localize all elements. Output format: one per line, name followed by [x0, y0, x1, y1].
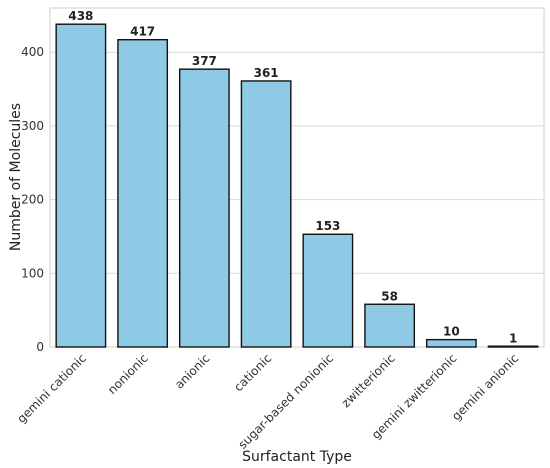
- x-tick-label: cationic: [231, 351, 274, 394]
- plot-frame: [49, 7, 545, 348]
- data-label: 1: [509, 331, 517, 345]
- bar: [364, 303, 416, 348]
- bar: [425, 338, 477, 348]
- bar: [55, 23, 107, 348]
- data-label: 377: [192, 54, 217, 68]
- data-label: 361: [254, 66, 279, 80]
- bars: [55, 23, 539, 348]
- y-axis-ticks: 0 100 200 300 400: [21, 45, 44, 354]
- data-label: 58: [381, 289, 398, 303]
- data-label: 153: [315, 219, 340, 233]
- x-tick-label: gemini anionic: [449, 351, 521, 423]
- data-label: 10: [443, 325, 460, 339]
- bar: [240, 80, 292, 348]
- bar: [178, 68, 230, 348]
- y-tick-label: 300: [21, 119, 44, 133]
- x-tick-label: anionic: [172, 351, 212, 391]
- value-labels: 438 417 377 361 153 58 10 1: [68, 9, 517, 345]
- bar: [117, 38, 169, 348]
- y-tick-label: 200: [21, 193, 44, 207]
- y-tick-label: 0: [36, 340, 44, 354]
- bar: [302, 233, 354, 348]
- x-tick-label: zwitterionic: [339, 351, 398, 410]
- y-tick-label: 100: [21, 266, 44, 280]
- x-tick-label: gemini cationic: [14, 351, 89, 426]
- y-tick-label: 400: [21, 45, 44, 59]
- data-label: 417: [130, 25, 155, 39]
- x-axis-title: Surfactant Type: [242, 449, 352, 465]
- x-tick-label: nonionic: [105, 351, 151, 397]
- y-axis-title: Number of Molecules: [8, 103, 24, 251]
- x-axis-ticks: gemini cationic nonionic anionic cationicsu…: [14, 351, 521, 452]
- data-label: 438: [68, 9, 93, 23]
- bar: [487, 345, 539, 348]
